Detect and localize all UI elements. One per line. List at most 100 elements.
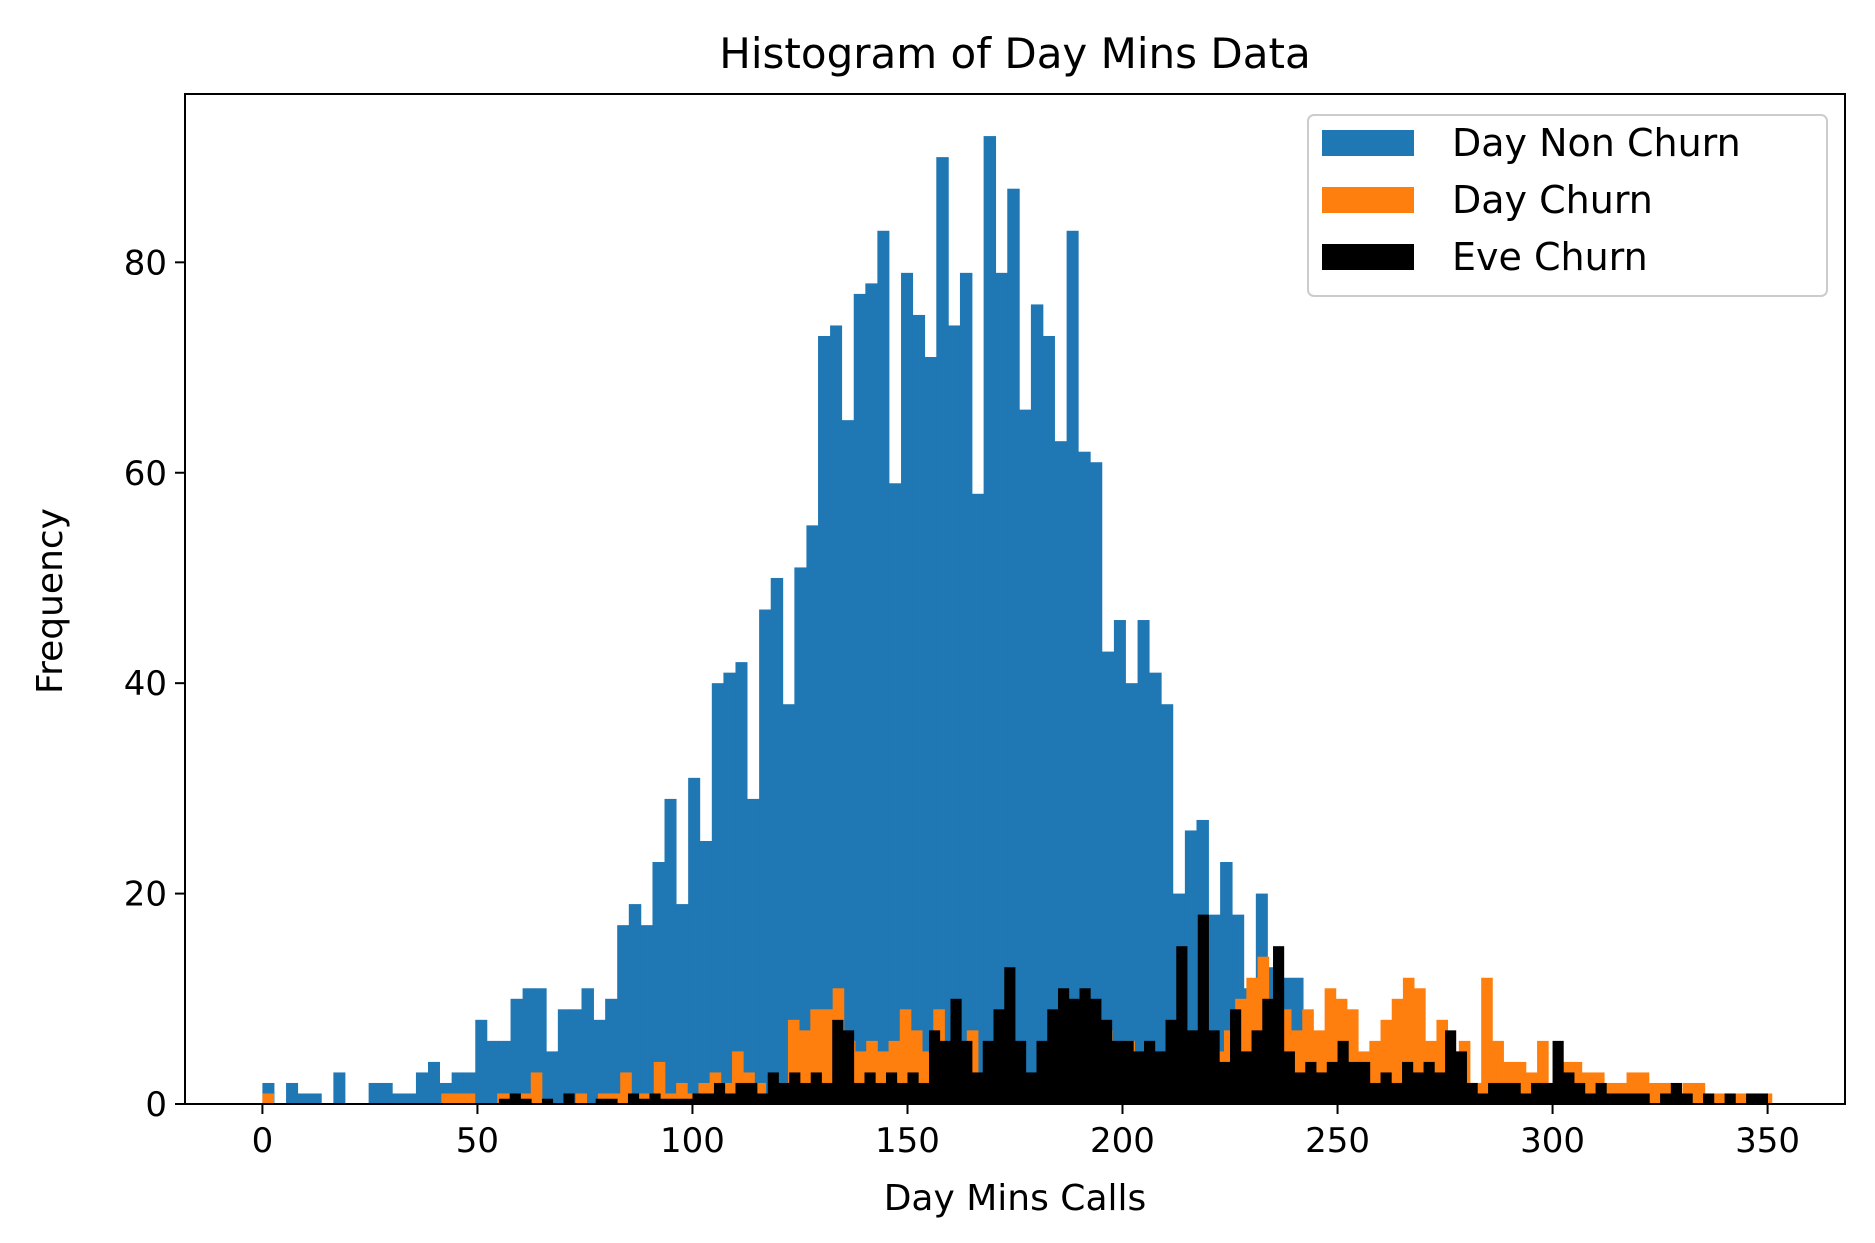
- histogram-bar: [575, 1093, 588, 1104]
- histogram-bar: [1660, 1093, 1672, 1104]
- histogram-bar: [806, 525, 819, 1104]
- x-tick-label: 0: [252, 1121, 274, 1161]
- x-tick-label: 300: [1520, 1121, 1585, 1161]
- histogram-bar: [510, 998, 523, 1104]
- histogram-bar: [703, 1093, 715, 1104]
- histogram-bar: [1648, 1082, 1661, 1104]
- histogram-bar: [368, 1082, 382, 1104]
- histogram-bar: [1165, 1019, 1177, 1104]
- histogram-bar: [936, 157, 949, 1105]
- histogram-bar: [649, 1093, 661, 1104]
- histogram-bar: [1595, 1082, 1607, 1104]
- histogram-bar: [735, 1082, 747, 1104]
- histogram-bar: [1149, 672, 1162, 1104]
- legend-box: [1307, 114, 1828, 297]
- histogram-bar: [1154, 1051, 1166, 1104]
- histogram-bar: [830, 325, 843, 1105]
- histogram-bar: [950, 998, 962, 1104]
- histogram-bar: [1541, 1082, 1553, 1104]
- legend-label: Day Non Churn: [1452, 121, 1741, 165]
- histogram-bar: [557, 1009, 571, 1104]
- histogram-bar: [888, 483, 902, 1104]
- histogram-bar: [486, 1040, 500, 1105]
- histogram-bar: [1627, 1093, 1639, 1104]
- histogram-bar: [759, 609, 772, 1104]
- histogram-bar: [380, 1082, 393, 1104]
- histogram-bar: [778, 1082, 790, 1104]
- histogram-bar: [918, 1082, 930, 1104]
- histogram-bar: [1030, 304, 1044, 1104]
- histogram-bar: [617, 925, 630, 1104]
- histogram-bar: [1693, 1082, 1706, 1104]
- histogram-bar: [1015, 1040, 1027, 1105]
- histogram-bar: [1455, 1051, 1467, 1104]
- histogram-bar: [1313, 1030, 1326, 1104]
- histogram-bar: [1230, 1009, 1242, 1104]
- histogram-bar: [821, 1082, 833, 1104]
- histogram-bar: [1537, 1040, 1549, 1105]
- histogram-bar: [724, 1093, 736, 1104]
- histogram-bar: [520, 1098, 532, 1104]
- histogram-bar: [1380, 1019, 1393, 1104]
- x-tick-label: 100: [660, 1121, 725, 1161]
- histogram-bar: [1436, 1019, 1449, 1104]
- x-axis-title: Day Mins Calls: [884, 1178, 1147, 1219]
- histogram-bar: [1125, 683, 1138, 1104]
- histogram-bar: [404, 1093, 417, 1104]
- histogram-bar: [1703, 1093, 1715, 1104]
- histogram-bar: [1007, 188, 1020, 1104]
- histogram-bar: [1488, 1082, 1500, 1104]
- histogram-bar: [262, 1093, 274, 1104]
- x-tick-label: 200: [1090, 1121, 1155, 1161]
- x-tick-label: 250: [1305, 1121, 1370, 1161]
- histogram-bar: [875, 1082, 887, 1104]
- histogram-bar: [1240, 1051, 1252, 1104]
- histogram-bar: [1042, 335, 1055, 1105]
- histogram-bar: [333, 1072, 346, 1104]
- histogram-bar: [910, 1030, 923, 1104]
- histogram-bar: [818, 335, 831, 1105]
- histogram-bar: [1090, 998, 1102, 1104]
- histogram-bar: [1756, 1093, 1768, 1104]
- histogram-bar: [1305, 1061, 1317, 1104]
- histogram-bar: [971, 493, 984, 1104]
- histogram-bar: [782, 704, 795, 1104]
- histogram-bar: [1412, 1072, 1424, 1104]
- bars-layer: [262, 136, 1773, 1105]
- histogram-bar: [1176, 946, 1188, 1104]
- histogram-bar: [901, 272, 914, 1105]
- histogram-bar: [924, 357, 937, 1104]
- histogram-bar: [723, 672, 736, 1104]
- histogram-bar: [1617, 1093, 1629, 1104]
- histogram-bar: [865, 283, 878, 1105]
- histogram-bar: [1058, 988, 1070, 1104]
- histogram-bar: [928, 1030, 941, 1104]
- histogram-bar: [1369, 1082, 1381, 1104]
- histogram-bar: [896, 1082, 908, 1104]
- histogram-bar: [664, 798, 677, 1104]
- histogram-bar: [463, 1093, 476, 1104]
- histogram-bar: [810, 1072, 822, 1104]
- histogram-bar: [676, 904, 689, 1104]
- histogram-bar: [676, 1082, 688, 1104]
- histogram-bar: [1391, 1082, 1403, 1104]
- histogram-bar: [1531, 1082, 1543, 1104]
- histogram-bar: [1369, 1040, 1381, 1105]
- histogram-bar: [1283, 1051, 1295, 1104]
- histogram-bar: [912, 314, 926, 1104]
- histogram-bar: [770, 577, 784, 1104]
- histogram-bar: [799, 1030, 811, 1104]
- histogram-bar: [415, 1072, 429, 1104]
- x-tick-label: 150: [875, 1121, 940, 1161]
- histogram-bar: [1477, 1093, 1489, 1104]
- y-axis: 0 20 40 60 80: [124, 243, 185, 1125]
- plot-frame: [184, 93, 1846, 1105]
- histogram-bar: [842, 1030, 855, 1104]
- histogram-bar: [1402, 977, 1415, 1104]
- y-tick-label: 60: [124, 454, 167, 494]
- histogram-bar: [1113, 620, 1126, 1104]
- legend-label: Eve Churn: [1452, 235, 1648, 279]
- histogram-bar: [971, 1072, 984, 1104]
- histogram-bar: [1552, 1040, 1564, 1105]
- histogram-bar: [688, 777, 701, 1104]
